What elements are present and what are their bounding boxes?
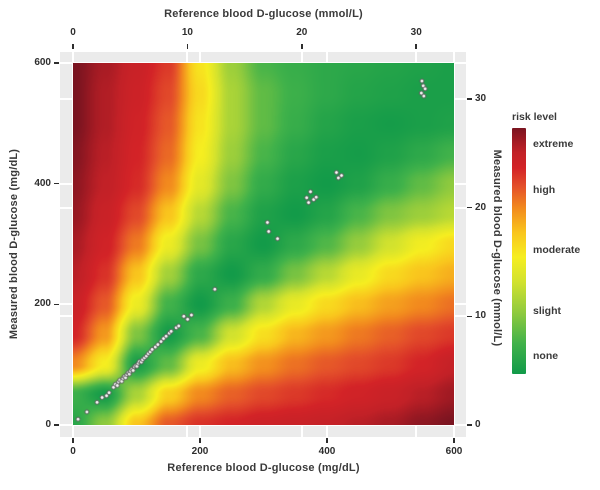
left-tick-mark: [54, 62, 59, 64]
right-axis-title: Measured blood D-glucose (mmol/L): [491, 149, 503, 347]
right-tick-label: 20: [475, 201, 487, 213]
left-tick-label: 600: [34, 57, 51, 68]
top-tick-label: 10: [181, 27, 193, 38]
left-tick-label: 400: [34, 177, 51, 189]
left-tick-mark: [54, 424, 59, 426]
bottom-tick-mark: [199, 438, 201, 443]
legend-label-high: high: [533, 184, 556, 197]
bottom-axis-title: Reference blood D-glucose (mg/dL): [167, 462, 360, 474]
bottom-tick-label: 400: [318, 446, 336, 457]
bottom-tick-label: 200: [191, 446, 209, 457]
top-tick-mark: [72, 44, 74, 49]
top-tick-mark: [415, 44, 417, 49]
left-tick-mark: [54, 303, 59, 306]
legend-label-none: none: [533, 349, 559, 362]
right-tick-mark: [467, 206, 472, 209]
bottom-tick-label: 0: [70, 446, 76, 457]
bottom-tick-label: 600: [445, 446, 463, 457]
right-tick-mark: [467, 98, 472, 100]
top-tick-mark: [186, 44, 189, 49]
bottom-tick-mark: [453, 438, 455, 443]
top-axis-title: Reference blood D-glucose (mmol/L): [164, 8, 363, 20]
right-tick-mark: [467, 315, 472, 318]
left-tick-mark: [54, 182, 59, 185]
right-tick-label: 10: [475, 310, 487, 322]
risk-colorbar: [512, 128, 526, 374]
bottom-tick-mark: [72, 438, 74, 443]
risk-heatmap-canvas: [73, 63, 454, 425]
left-tick-label: 0: [45, 419, 51, 430]
h-gridline: [60, 424, 466, 426]
v-gridline: [453, 52, 455, 437]
top-tick-label: 20: [296, 27, 308, 38]
right-tick-label: 0: [475, 419, 481, 430]
legend-label-extreme: extreme: [533, 138, 574, 151]
top-tick-label: 0: [70, 27, 76, 38]
left-tick-label: 200: [34, 298, 51, 310]
legend-label-moderate: moderate: [533, 244, 581, 256]
left-axis-title: Measured blood D-glucose (mg/dL): [8, 148, 20, 340]
legend-title: risk level: [512, 111, 557, 123]
legend-label-slight: slight: [533, 304, 561, 317]
right-tick-label: 30: [475, 92, 487, 104]
top-tick-mark: [301, 44, 303, 49]
bottom-tick-mark: [326, 438, 328, 443]
top-tick-label: 30: [410, 27, 422, 38]
right-tick-mark: [467, 424, 472, 426]
